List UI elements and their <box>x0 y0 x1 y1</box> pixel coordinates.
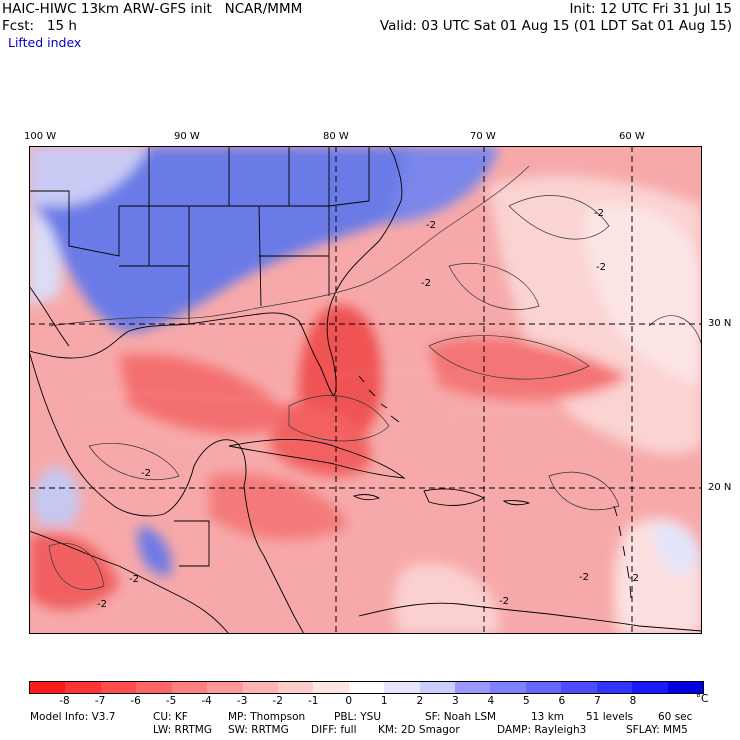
colorbar-swatch <box>490 682 526 693</box>
model-info-sw: SW: RRTMG <box>228 724 289 736</box>
field-shading <box>29 146 702 634</box>
colorbar-swatch <box>632 682 668 693</box>
colorbar-tick-label: 3 <box>451 695 459 707</box>
model-info-sf: SF: Noah LSM <box>425 711 497 723</box>
colorbar-swatch <box>348 682 385 693</box>
colorbar-tick-label: -1 <box>307 695 319 707</box>
forecast-hour: Fcst: 15 h <box>2 18 77 34</box>
init-time: Init: 12 UTC Fri 31 Jul 15 <box>569 1 732 17</box>
model-info-mp: MP: Thompson <box>228 711 306 723</box>
model-info-levels: 51 levels <box>586 711 634 723</box>
contour-label: -2 <box>426 220 436 231</box>
contour-label: -2 <box>141 468 151 479</box>
colorbar-swatch <box>30 682 66 693</box>
model-info-pbl: PBL: YSU <box>334 711 382 723</box>
contour-label: -2 <box>97 599 107 610</box>
graticule <box>29 146 702 634</box>
colorbar-tick-label: -4 <box>201 695 212 707</box>
colorbar-tick-label: -5 <box>165 695 177 707</box>
colorbar-swatch <box>65 682 101 693</box>
colorbar-tick-label: 6 <box>558 695 566 707</box>
colorbar-swatch <box>525 682 562 693</box>
colorbar-tick-label: -6 <box>130 695 141 707</box>
contour-label: -2 <box>499 596 509 607</box>
map-svg: -2 -2 -2 -2 -2 -2 -2 -2 -2 -2 <box>29 146 702 634</box>
lon-label-80w: 80 W <box>323 131 349 142</box>
lon-label-90w: 90 W <box>174 131 200 142</box>
colorbar-tick-label: -8 <box>59 695 70 707</box>
model-info-version: Model Info: V3.7 <box>30 711 116 723</box>
colorbar-swatch <box>207 682 243 693</box>
contour-labels: -2 -2 -2 -2 -2 -2 -2 -2 -2 -2 <box>97 208 639 610</box>
contour-label: -2 <box>579 572 589 583</box>
colorbar-swatch <box>384 682 420 693</box>
colorbar-swatch <box>171 682 208 693</box>
colorbar-swatch <box>100 682 137 693</box>
colorbar-tick-label: -2 <box>272 695 283 707</box>
colorbar-swatch <box>455 682 491 693</box>
model-info-resolution: 13 km <box>531 711 565 723</box>
model-title: HAIC-HIWC 13km ARW-GFS init NCAR/MMM <box>2 1 303 17</box>
model-info-damp: DAMP: Rayleigh3 <box>497 724 587 736</box>
colorbar-unit: °C <box>695 693 709 705</box>
model-info-sflay: SFLAY: MM5 <box>626 724 688 736</box>
lat-label-30n: 30 N <box>708 318 732 329</box>
contour-label: -2 <box>129 574 139 585</box>
map-frame <box>29 146 702 634</box>
colorbar-swatch <box>136 682 172 693</box>
contour-label: -2 <box>421 278 431 289</box>
lon-label-70w: 70 W <box>470 131 496 142</box>
colorbar-swatch <box>667 682 704 693</box>
lon-label-60w: 60 W <box>619 131 645 142</box>
model-info-timestep: 60 sec <box>658 711 693 723</box>
colorbar-tick-label: 2 <box>416 695 424 707</box>
model-info-km: KM: 2D Smagor <box>378 724 460 736</box>
colorbar-tick-label: 5 <box>523 695 530 707</box>
contours <box>48 165 702 590</box>
model-info-cu: CU: KF <box>153 711 188 723</box>
colorbar-tick-label: 7 <box>594 695 601 707</box>
colorbar-tick-label: -7 <box>94 695 106 707</box>
colorbar-swatch <box>561 682 597 693</box>
model-info-diff: DIFF: full <box>311 724 357 736</box>
field-name: Lifted index <box>8 35 82 50</box>
colorbar-swatch <box>277 682 314 693</box>
colorbar <box>29 681 704 694</box>
lat-label-20n: 20 N <box>708 482 732 493</box>
contour-label: -2 <box>629 573 639 584</box>
colorbar-tick-label: 1 <box>380 695 388 707</box>
colorbar-tick-label: -3 <box>236 695 248 707</box>
coastlines <box>29 146 702 634</box>
colorbar-swatch <box>313 682 349 693</box>
colorbar-tick-label: 8 <box>629 695 637 707</box>
colorbar-swatch <box>419 682 456 693</box>
contour-label: -2 <box>594 208 604 219</box>
model-info-lw: LW: RRTMG <box>153 724 212 736</box>
valid-time: Valid: 03 UTC Sat 01 Aug 15 (01 LDT Sat … <box>379 18 732 34</box>
colorbar-swatch <box>242 682 278 693</box>
colorbar-tick-label: 4 <box>487 695 495 707</box>
lifted-index-map: -2 -2 -2 -2 -2 -2 -2 -2 -2 -2 <box>29 146 702 634</box>
colorbar-swatch <box>596 682 633 693</box>
colorbar-tick-label: 0 <box>345 695 353 707</box>
contour-label: -2 <box>596 262 606 273</box>
lon-label-100w: 100 W <box>24 131 57 142</box>
